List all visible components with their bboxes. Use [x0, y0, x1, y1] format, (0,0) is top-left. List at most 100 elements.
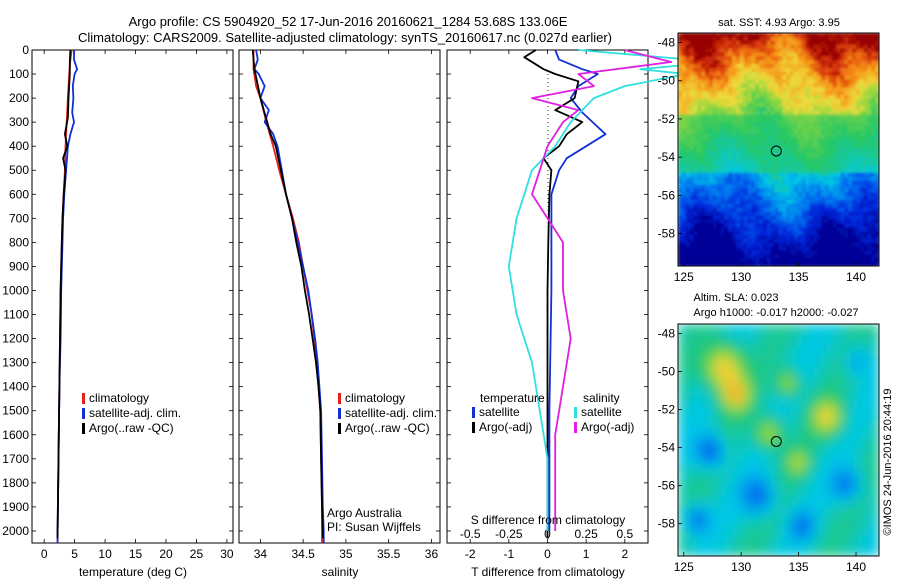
sst-cell: [689, 118, 695, 123]
sst-cell: [735, 67, 741, 73]
sla-cell: [719, 403, 726, 411]
sst-cell: [697, 188, 702, 193]
sst-cell: [701, 168, 706, 174]
sst-cell: [848, 219, 853, 224]
sst-cell: [732, 40, 737, 46]
sst-cell: [735, 60, 741, 65]
sst-cell: [689, 231, 695, 236]
sst-cell: [735, 196, 741, 201]
sst-cell: [681, 231, 687, 236]
sst-cell: [712, 207, 718, 213]
sla-cell: [748, 348, 756, 356]
sla-cell: [855, 336, 862, 343]
sla-cell: [737, 525, 744, 533]
sla-cell: [737, 415, 744, 423]
sla-cell: [754, 446, 762, 453]
sst-cell: [801, 262, 807, 266]
sla-cell: [873, 549, 879, 556]
sst-cell: [712, 48, 718, 54]
sla-cell: [825, 458, 833, 466]
sla-cell: [861, 494, 868, 502]
sst-cell: [859, 126, 865, 131]
sst-cell: [770, 231, 776, 236]
sst-cell: [778, 262, 783, 266]
sst-cell: [809, 231, 814, 236]
sst-cell: [763, 199, 768, 205]
sst-cell: [778, 165, 783, 170]
sla-cell: [683, 336, 691, 343]
sst-cell: [836, 184, 841, 189]
sst-cell: [875, 262, 879, 266]
sla-cell: [790, 409, 797, 417]
sla-cell: [689, 433, 697, 441]
sst-cell: [793, 95, 799, 100]
sst-cell: [848, 87, 853, 92]
sla-cell: [825, 543, 833, 551]
sst-cell: [871, 234, 876, 240]
sst-cell: [851, 52, 857, 57]
sst-cell: [770, 60, 776, 65]
sst-cell: [747, 137, 753, 143]
sla-cell: [743, 336, 750, 343]
sst-cell: [821, 102, 826, 108]
sst-cell: [766, 157, 772, 162]
sla-cell: [707, 476, 715, 484]
sst-cell: [693, 211, 698, 217]
sst-cell: [848, 207, 853, 213]
sst-cell: [786, 227, 791, 232]
sst-cell: [735, 56, 741, 61]
sst-cell: [728, 231, 733, 236]
sla-cell: [748, 458, 756, 466]
sst-cell: [790, 250, 795, 255]
sla-cell: [701, 385, 709, 392]
sla-cell: [837, 336, 845, 343]
sst-cell: [747, 141, 753, 147]
sst-cell: [855, 36, 861, 42]
sst-cell: [732, 199, 737, 205]
sst-cell: [793, 192, 799, 197]
sst-cell: [693, 137, 698, 143]
sst-cell: [875, 176, 879, 182]
sst-cell: [705, 110, 710, 116]
sst-cell: [871, 192, 876, 197]
sst-cell: [801, 231, 807, 236]
sla-cell: [713, 549, 720, 556]
sla-cell: [766, 519, 774, 527]
sst-cell: [801, 215, 807, 220]
sla-cell: [867, 354, 874, 362]
sst-cell: [685, 219, 691, 224]
sst-cell: [793, 130, 799, 135]
sla-cell: [748, 421, 756, 429]
sla-cell: [683, 421, 691, 429]
sst-cell: [689, 145, 695, 151]
sst-cell: [821, 180, 826, 186]
sla-cell: [819, 324, 827, 331]
sla-cell: [707, 397, 715, 404]
sst-cell: [786, 153, 791, 158]
sst-cell: [848, 262, 853, 266]
sst-cell: [844, 231, 849, 236]
sla-cell: [725, 360, 732, 368]
sla-cell: [678, 372, 685, 380]
sla-cell: [748, 336, 756, 343]
sla-cell: [825, 513, 833, 520]
sla-cell: [719, 433, 726, 441]
sst-cell: [708, 184, 714, 189]
sst-cell: [793, 176, 799, 182]
difference-panel: -2 -1 0 1 2 -0.5 -0.25 0 0.25 0.5 S difference f…: [446, 49, 719, 579]
sst-cell: [716, 60, 722, 65]
sst-cell: [805, 254, 811, 259]
sla-map-subtitle: Argo h1000: -0.017 h2000: -0.027: [693, 307, 858, 319]
sst-cell: [824, 126, 830, 131]
sst-cell: [739, 242, 745, 248]
sst-cell: [747, 99, 753, 104]
sla-cell: [831, 513, 839, 520]
sst-cell: [712, 203, 718, 209]
sla-cell: [802, 525, 809, 533]
sst-cell: [747, 64, 753, 69]
sla-cell: [760, 336, 768, 343]
sst-cell: [821, 149, 826, 154]
sst-cell: [732, 126, 737, 131]
sst-cell: [728, 199, 733, 205]
sla-cell: [725, 342, 732, 350]
